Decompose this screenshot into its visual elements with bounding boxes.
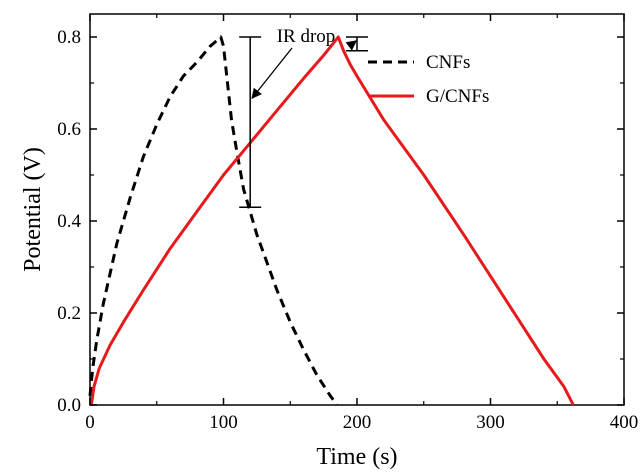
- y-tick-label: 0.8: [57, 27, 81, 48]
- plot-frame: [89, 13, 625, 406]
- x-tick-label: 400: [610, 412, 639, 433]
- x-tick-label: 300: [476, 412, 505, 433]
- annotation-layer: IR drop: [239, 26, 368, 208]
- ticks-layer: 0 100 200 300 400 0.0 0.2 0.4 0.6 0.8: [57, 14, 638, 433]
- y-tick-label: 0.4: [57, 211, 81, 232]
- y-tick-label: 0.0: [57, 395, 81, 416]
- ir-drop-arrow-cnfs: [251, 47, 293, 100]
- legend-label: G/CNFs: [426, 86, 489, 107]
- series-line-g-cnfs: [89, 35, 575, 406]
- x-tick-label: 200: [343, 412, 372, 433]
- x-tick-label: 0: [85, 412, 95, 433]
- y-axis-title: Potential (V): [20, 147, 46, 272]
- plot-border: [89, 13, 625, 406]
- y-tick-label: 0.2: [57, 303, 81, 324]
- series-layer: [88, 35, 575, 406]
- series-line-cnfs: [88, 35, 339, 406]
- legend-label: CNFs: [426, 52, 470, 73]
- ir-drop-label: IR drop: [277, 26, 336, 47]
- x-axis-title: Time (s): [316, 444, 397, 470]
- x-tick-label: 100: [209, 412, 238, 433]
- y-tick-label: 0.6: [57, 119, 81, 140]
- ir-drop-arrow-gcnfs: [345, 40, 358, 51]
- legend: CNFs G/CNFs: [368, 52, 489, 107]
